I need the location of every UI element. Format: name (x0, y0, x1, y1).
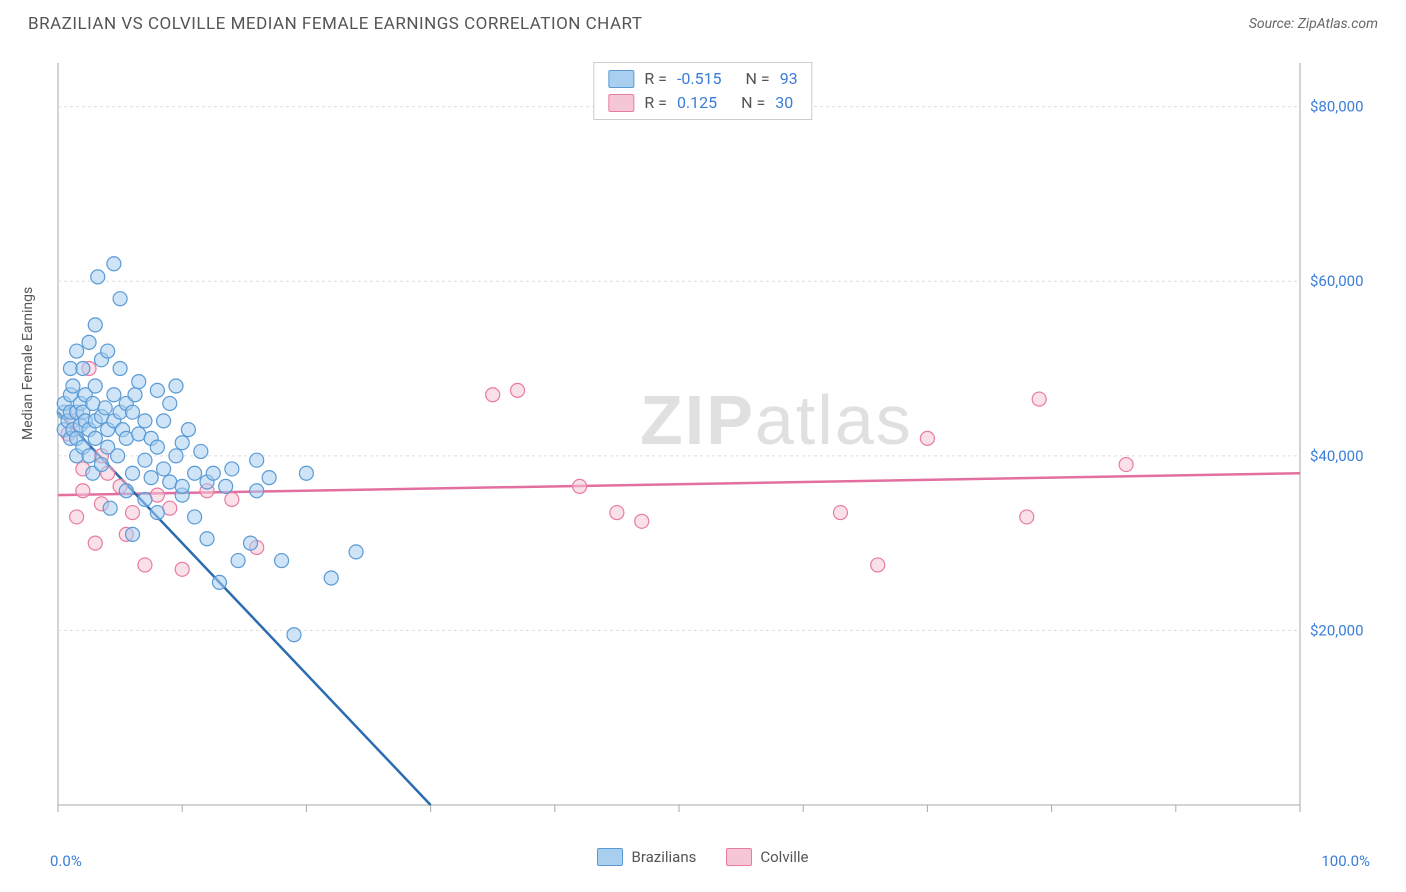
header-bar: BRAZILIAN VS COLVILLE MEDIAN FEMALE EARN… (0, 0, 1406, 44)
scatter-chart: $20,000 $40,000 $60,000 $80,000 (50, 55, 1370, 825)
stats-row: R = -0.515 N = 93 (608, 67, 797, 91)
correlation-stats-box: R = -0.515 N = 93 R = 0.125 N = 30 (593, 62, 812, 120)
legend-item-brazilians: Brazilians (597, 848, 696, 866)
y-axis-label: Median Female Earnings (20, 287, 36, 440)
series-legend: Brazilians Colville (0, 848, 1406, 866)
svg-text:$60,000: $60,000 (1310, 272, 1364, 290)
swatch-icon (726, 848, 752, 866)
chart-title: BRAZILIAN VS COLVILLE MEDIAN FEMALE EARN… (28, 14, 643, 34)
legend-item-colville: Colville (726, 848, 808, 866)
source-credit: Source: ZipAtlas.com (1249, 16, 1378, 32)
stats-row: R = 0.125 N = 30 (608, 91, 797, 115)
swatch-icon (608, 70, 634, 88)
svg-text:$80,000: $80,000 (1310, 98, 1364, 116)
svg-text:$20,000: $20,000 (1310, 621, 1364, 639)
swatch-icon (597, 848, 623, 866)
swatch-icon (608, 94, 634, 112)
svg-text:$40,000: $40,000 (1310, 447, 1364, 465)
